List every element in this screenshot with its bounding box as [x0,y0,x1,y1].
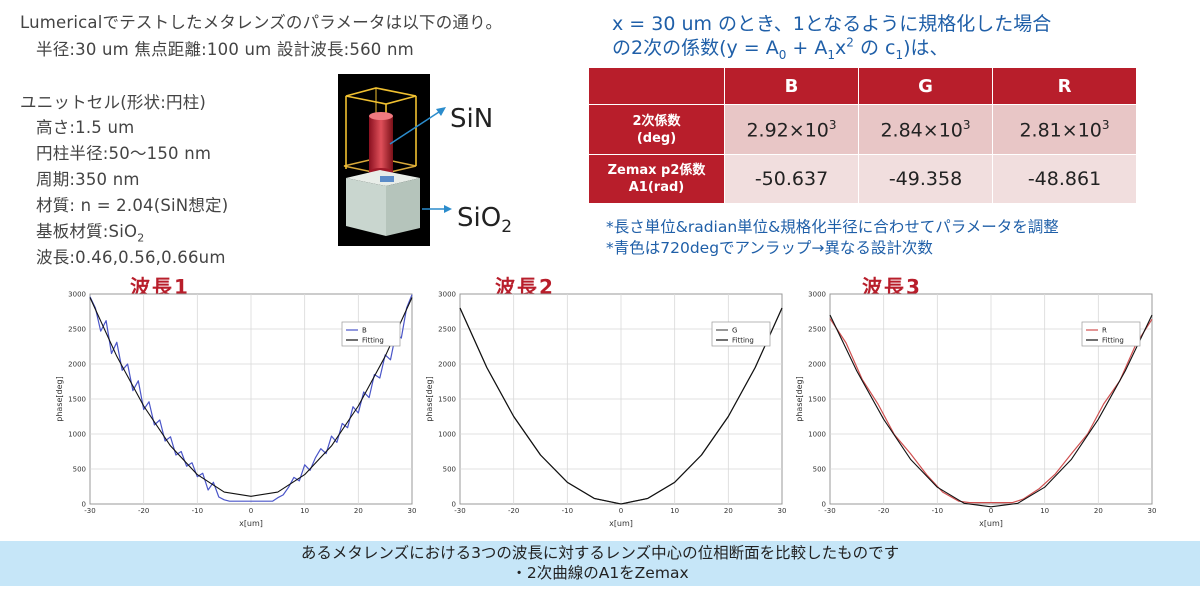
table-corner [588,67,725,105]
x-tick-label: -30 [824,507,835,515]
spec-radius: 円柱半径:50〜150 nm [36,144,212,163]
unit-cell-title: ユニットセル(形状:円柱) [20,93,207,112]
spec-line-1: Lumericalでテストしたメタレンズのパラメータは以下の通り。 [20,13,503,32]
x-tick-label: 30 [1148,507,1157,515]
x-tick-label: 10 [300,507,309,515]
x-tick-label: 10 [1040,507,1049,515]
spec-height: 高さ:1.5 um [36,118,135,137]
x-tick-label: -20 [138,507,149,515]
row-label-zemax: Zemax p2係数 A1(rad) [588,154,725,204]
y-axis-label: phase[deg] [55,376,64,421]
y-tick-label: 500 [443,466,456,474]
cell-zemax-g: -49.358 [858,154,993,204]
coefficient-table: B G R 2次係数 (deg) 2.92×103 2.84×103 2.81×1… [588,67,1137,204]
y-axis-label: phase[deg] [425,376,434,421]
y-tick-label: 0 [82,501,86,509]
cell-coef-g: 2.84×103 [858,104,993,155]
legend-label-fitting: Fitting [732,337,754,345]
phase-chart-1: -30 -20 -10 0 10 20 30 0 500 1000 1500 2000 2500 3000… [55,291,417,529]
note-1: *長さ単位&radian単位&規格化半径に合わせてパラメータを調整 [606,218,1059,236]
legend-box [1081,321,1141,347]
y-tick-label: 500 [73,466,86,474]
series-line-fitting [829,314,1153,508]
row-label-coefficient: 2次係数 (deg) [588,104,725,155]
cell-coef-r: 2.81×103 [992,104,1137,155]
x-tick-label: -10 [192,507,203,515]
y-tick-label: 2500 [438,326,456,334]
y-tick-label: 2000 [808,361,826,369]
phase-chart-3: -30 -20 -10 0 10 20 30 0 500 1000 1500 2000 2500 3000… [795,291,1157,529]
y-axis-label: phase[deg] [795,376,804,421]
x-tick-label: -10 [932,507,943,515]
table-header-r: R [992,67,1137,105]
series-line-r [829,318,1153,504]
legend-label-fitting: Fitting [1102,337,1124,345]
fit-title-line-1: x = 30 um のとき、1となるように規格化した場合 [612,13,1052,35]
y-tick-label: 0 [452,501,456,509]
spec-line-2: 半径:30 um 焦点距離:100 um 設計波長:560 nm [36,40,414,59]
y-tick-label: 1000 [438,431,456,439]
table-header-b: B [724,67,859,105]
series-line-fitting [459,307,783,505]
x-tick-label: -30 [454,507,465,515]
legend-label-g: G [732,327,737,335]
y-tick-label: 3000 [808,291,826,299]
series-line-b [89,294,413,502]
y-tick-label: 2000 [68,361,86,369]
legend-box [341,321,401,347]
footer-banner: あるメタレンズにおける3つの波長に対するレンズ中心の位相断面を比較したものです … [0,541,1200,586]
x-tick-label: -30 [84,507,95,515]
series-line-fitting [89,297,413,497]
x-tick-label: 20 [354,507,363,515]
sin-label: SiN [450,104,494,134]
y-tick-label: 0 [822,501,826,509]
fit-title-line-2: の2次の係数(y = A0 + A1x2 の c1)は、 [612,35,949,62]
cell-arrows [389,107,452,213]
spec-material: 材質: n = 2.04(SiN想定) [36,196,229,215]
y-tick-label: 3000 [68,291,86,299]
spec-period: 周期:350 nm [36,170,140,189]
note-2: *青色は720degでアンラップ→異なる設計次数 [606,239,933,257]
x-tick-label: -10 [562,507,573,515]
footer-line-1: あるメタレンズにおける3つの波長に対するレンズ中心の位相断面を比較したものです [300,544,900,562]
y-tick-label: 1500 [438,396,456,404]
y-tick-label: 3000 [438,291,456,299]
x-tick-label: 0 [249,507,253,515]
unit-cell-image [338,74,430,246]
cell-coef-b: 2.92×103 [724,104,859,155]
x-tick-label: -20 [508,507,519,515]
y-tick-label: 500 [813,466,826,474]
x-tick-label: 20 [724,507,733,515]
y-tick-label: 1000 [68,431,86,439]
legend-label-fitting: Fitting [362,337,384,345]
footer-line-2: ・2次曲線のA1をZemax [511,564,689,582]
x-tick-label: 10 [670,507,679,515]
y-tick-label: 2500 [68,326,86,334]
phase-chart-2: -30 -20 -10 0 10 20 30 0 500 1000 1500 2000 2500 3000… [425,291,787,529]
table-header-g: G [858,67,993,105]
legend-label-b: B [362,327,367,335]
x-tick-label: 0 [989,507,993,515]
cell-zemax-b: -50.637 [724,154,859,204]
x-tick-label: 30 [778,507,787,515]
sio2-label: SiO2 [457,203,513,238]
legend-label-r: R [1102,327,1107,335]
spec-substrate: 基板材質:SiO2 [36,222,145,245]
spec-wavelength: 波長:0.46,0.56,0.66um [36,248,226,267]
y-tick-label: 1500 [808,396,826,404]
x-axis-label: x[um] [979,519,1003,528]
x-axis-label: x[um] [609,519,633,528]
y-tick-label: 2000 [438,361,456,369]
x-axis-label: x[um] [239,519,263,528]
y-tick-label: 2500 [808,326,826,334]
y-tick-label: 1500 [68,396,86,404]
x-tick-label: 30 [408,507,417,515]
y-tick-label: 1000 [808,431,826,439]
x-tick-label: 0 [619,507,623,515]
cell-zemax-r: -48.861 [992,154,1137,204]
legend-box [711,321,771,347]
x-tick-label: 20 [1094,507,1103,515]
x-tick-label: -20 [878,507,889,515]
